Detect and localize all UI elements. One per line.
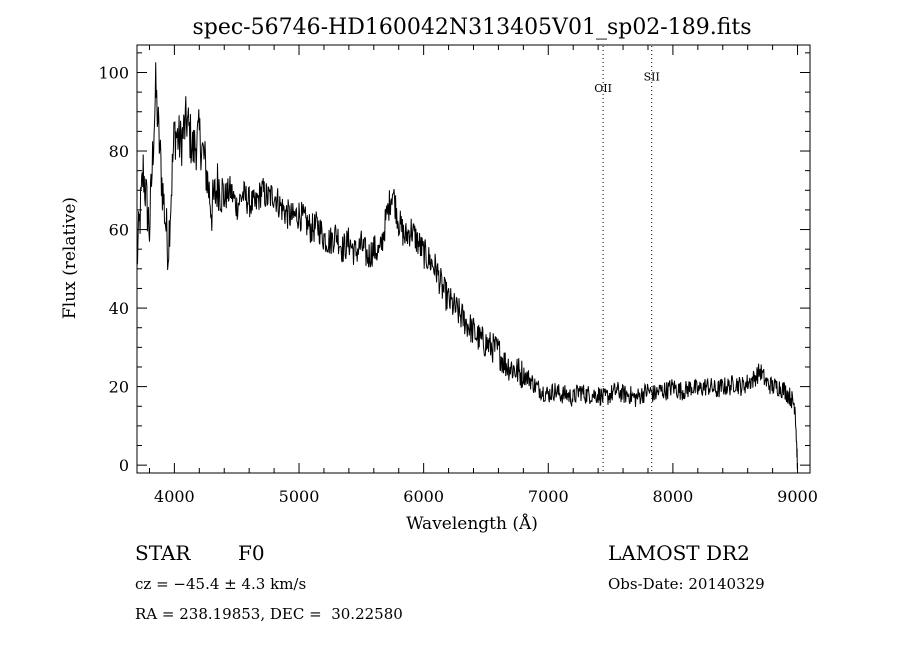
survey-name: LAMOST DR2 [608, 541, 750, 565]
x-axis-label: Wavelength (Å) [406, 513, 538, 534]
object-type: STAR [135, 541, 191, 565]
obs-date: Obs-Date: 20140329 [608, 575, 765, 593]
y-tick-label: 40 [109, 299, 129, 318]
y-tick-label: 60 [109, 221, 129, 240]
x-tick-label: 6000 [403, 487, 444, 506]
line-label-oii: OII [594, 82, 612, 95]
reference-lines: OII SII [594, 46, 660, 472]
spectral-subclass: F0 [238, 541, 265, 565]
chart-title: spec-56746-HD160042N313405V01_sp02-189.f… [192, 15, 751, 40]
x-tick-label: 4000 [154, 487, 195, 506]
line-label-sii: SII [644, 70, 660, 83]
axis-ticks [137, 45, 810, 473]
spectrum-line [136, 62, 798, 470]
coordinates-text: RA = 238.19853, DEC = 30.22580 [135, 605, 403, 623]
y-axis-label: Flux (relative) [60, 197, 80, 319]
y-tick-label: 80 [109, 142, 129, 161]
x-tick-label: 9000 [777, 487, 818, 506]
x-tick-label: 7000 [528, 487, 569, 506]
velocity-text: cz = −45.4 ± 4.3 km/s [135, 575, 307, 593]
tick-labels: 4000 5000 6000 7000 8000 9000 0 20 40 60 80 100 [98, 63, 817, 506]
y-tick-label: 100 [98, 63, 129, 82]
y-tick-label: 0 [119, 456, 129, 475]
plot-frame [136, 44, 811, 474]
y-tick-label: 20 [109, 378, 129, 397]
x-tick-label: 5000 [279, 487, 320, 506]
x-tick-label: 8000 [653, 487, 694, 506]
